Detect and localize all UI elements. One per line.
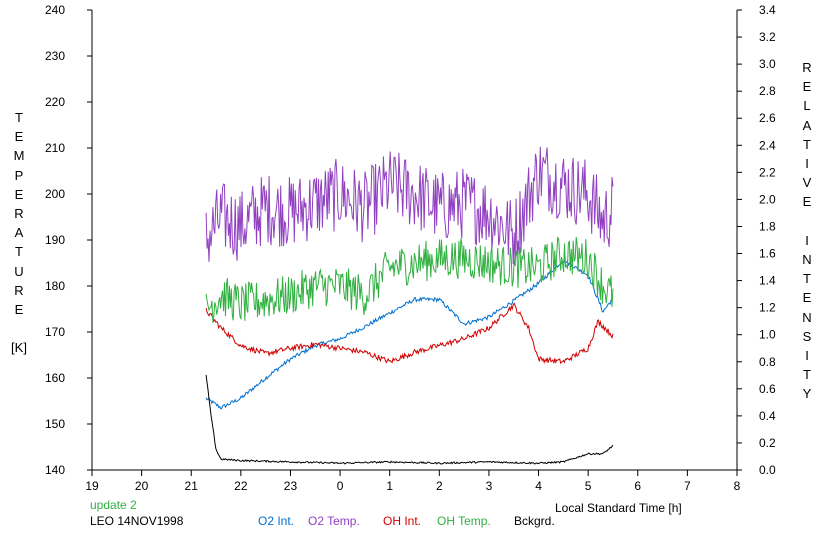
x-tick-label: 22 <box>234 479 248 493</box>
x-tick-label: 0 <box>337 479 344 493</box>
y-right-tick-label: 2.2 <box>759 165 776 179</box>
y-right-tick-label: 0.4 <box>759 409 776 423</box>
y-left-tick-label: 160 <box>45 371 65 385</box>
y-right-tick-label: 2.8 <box>759 84 776 98</box>
update-label: update 2 <box>90 498 137 512</box>
x-tick-label: 5 <box>585 479 592 493</box>
y-left-tick-label: 180 <box>45 279 65 293</box>
x-tick-label: 20 <box>135 479 149 493</box>
y-right-tick-label: 0.6 <box>759 382 776 396</box>
legend-o2-int: O2 Int. <box>258 514 295 528</box>
x-axis-title: Local Standard Time [h] <box>555 501 682 515</box>
x-tick-label: 21 <box>185 479 199 493</box>
legend-oh-int: OH Int. <box>383 514 422 528</box>
y-right-tick-label: 1.8 <box>759 219 776 233</box>
legend-oh-temp: OH Temp. <box>437 514 491 528</box>
y-axis-right-title: R E L A T I V E I N T E N S I T Y <box>802 60 812 402</box>
ticks: 19 20 21 22 23 0 1 2 3 4 5 6 7 8140150160170180190200… <box>45 3 776 493</box>
y-axis-left-title: T E M P E R A T U R E [K] <box>11 110 27 356</box>
series-o2-int <box>205 258 614 410</box>
x-tick-label: 23 <box>284 479 298 493</box>
x-tick-label: 4 <box>535 479 542 493</box>
y-right-tick-label: 0.8 <box>759 355 776 369</box>
y-right-tick-label: 0.0 <box>759 463 776 477</box>
x-tick-label: 19 <box>85 479 99 493</box>
series-oh-int <box>205 302 614 365</box>
y-right-tick-label: 2.6 <box>759 111 776 125</box>
legend-bckgrd: Bckgrd. <box>514 514 555 528</box>
series-oh-temp <box>205 236 614 323</box>
y-right-tick-label: 3.2 <box>759 30 776 44</box>
y-left-tick-label: 240 <box>45 3 65 17</box>
y-right-tick-label: 1.6 <box>759 247 776 261</box>
y-right-tick-label: 1.2 <box>759 301 776 315</box>
y-left-tick-label: 220 <box>45 95 65 109</box>
x-tick-label: 6 <box>634 479 641 493</box>
station-label: LEO 14NOV1998 <box>90 514 184 528</box>
x-tick-label: 7 <box>684 479 691 493</box>
y-left-tick-label: 190 <box>45 233 65 247</box>
series-o2-temp <box>205 146 614 267</box>
series-bckgrd <box>205 374 614 465</box>
y-left-tick-label: 150 <box>45 417 65 431</box>
y-right-tick-label: 3.4 <box>759 3 776 17</box>
x-tick-label: 1 <box>386 479 393 493</box>
series-group <box>205 146 614 465</box>
x-tick-label: 3 <box>486 479 493 493</box>
y-left-tick-label: 170 <box>45 325 65 339</box>
legend-o2-temp: O2 Temp. <box>308 514 360 528</box>
axes <box>91 10 738 471</box>
x-tick-label: 2 <box>436 479 443 493</box>
y-right-tick-label: 1.0 <box>759 328 776 342</box>
y-right-tick-label: 1.4 <box>759 274 776 288</box>
y-left-tick-label: 210 <box>45 141 65 155</box>
y-right-tick-label: 0.2 <box>759 436 776 450</box>
y-right-tick-label: 2.4 <box>759 138 776 152</box>
x-tick-label: 8 <box>734 479 741 493</box>
y-right-tick-label: 2.0 <box>759 192 776 206</box>
y-left-tick-label: 200 <box>45 187 65 201</box>
y-left-tick-label: 230 <box>45 49 65 63</box>
y-left-tick-label: 140 <box>45 463 65 477</box>
y-right-tick-label: 3.0 <box>759 57 776 71</box>
